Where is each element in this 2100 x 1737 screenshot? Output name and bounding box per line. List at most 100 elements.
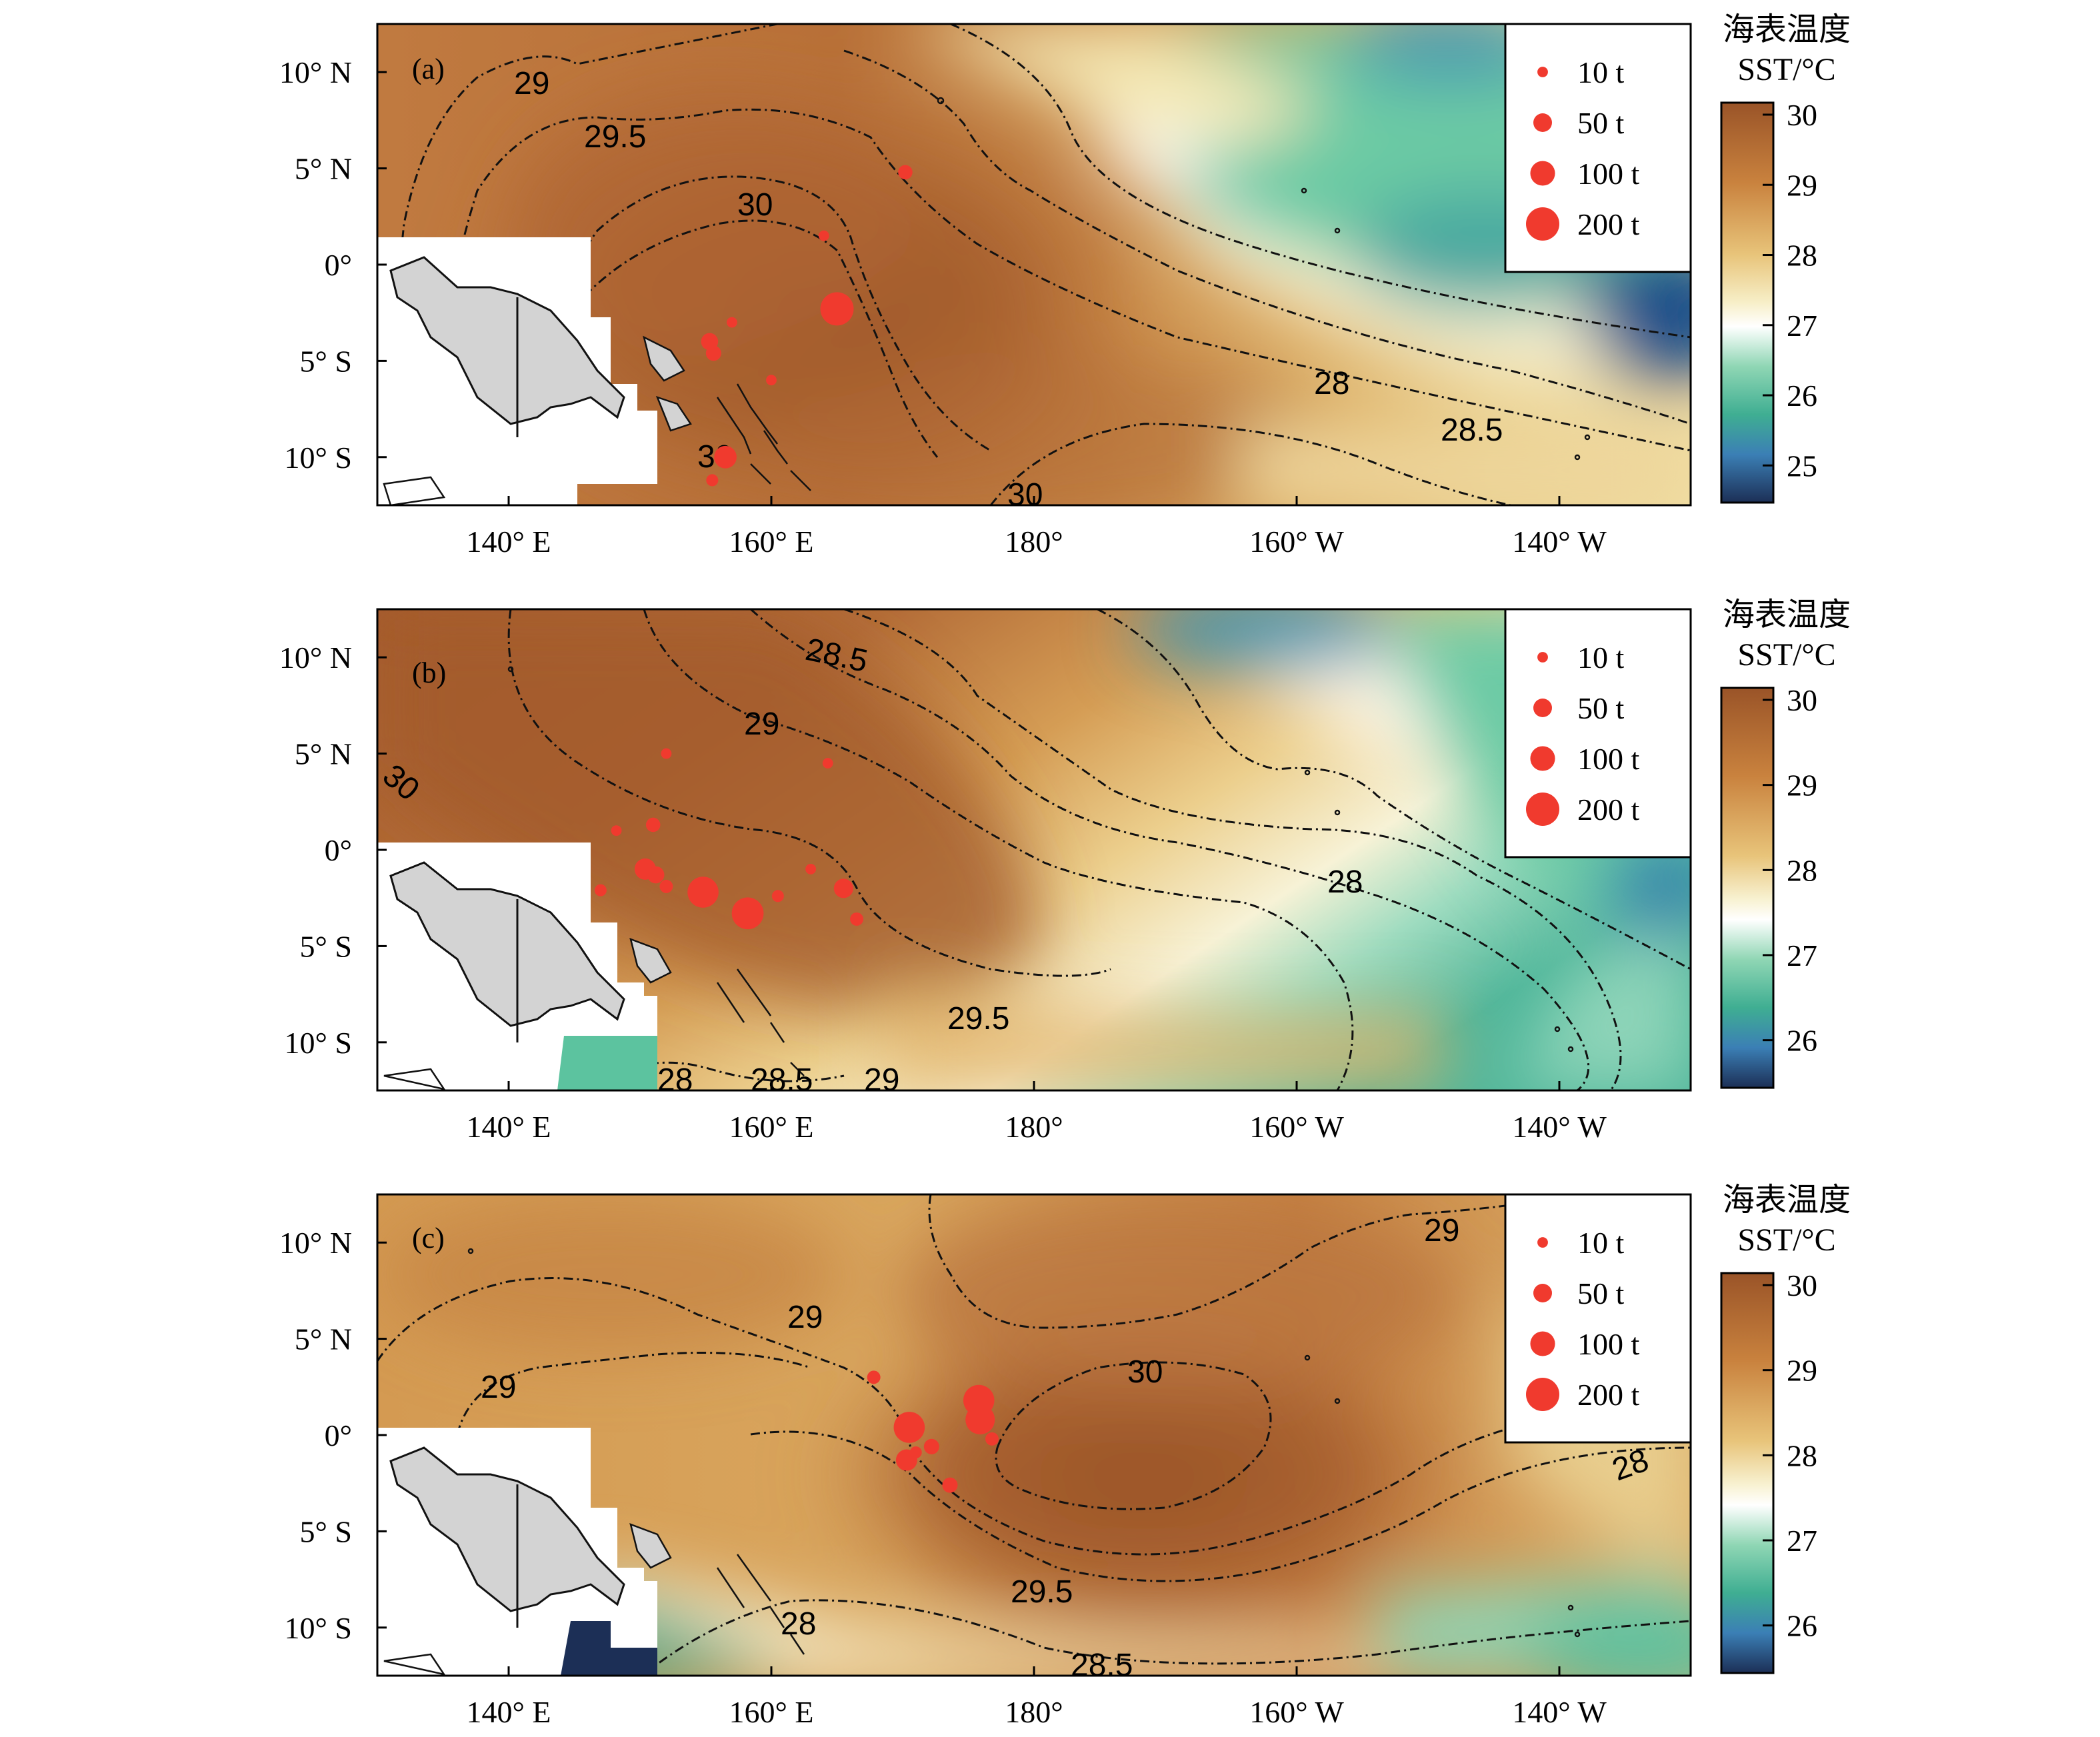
catch-point: [661, 748, 672, 759]
contour-label: 29.5: [584, 119, 646, 155]
y-tick-label: 5° S: [300, 1514, 352, 1548]
catch-point: [714, 445, 737, 469]
y-tick-label: 5° N: [295, 1322, 352, 1356]
colorbar-tick-label: 29: [1787, 1354, 1817, 1388]
contour-label: 28.5: [1441, 413, 1503, 448]
contour-label: 28: [781, 1606, 816, 1642]
x-tick-label: 160° W: [1249, 1695, 1344, 1729]
contour-label: 28: [1327, 865, 1363, 900]
catch-point: [659, 879, 673, 893]
legend-label: 10 t: [1577, 641, 1625, 675]
catch-point: [818, 230, 829, 241]
x-tick-label: 140° W: [1512, 525, 1607, 559]
y-tick-label: 0°: [325, 248, 352, 282]
contour-label: 29: [514, 66, 549, 101]
panel-c-land: [377, 1428, 672, 1676]
x-tick-label: 140° E: [467, 1695, 551, 1729]
colorbar-tick-label: 29: [1787, 168, 1817, 202]
catch-point: [805, 863, 817, 874]
legend-label: 50 t: [1577, 691, 1625, 725]
legend-marker: [1530, 1331, 1555, 1356]
x-tick-label: 140° E: [467, 1110, 551, 1144]
panel-b-land: [377, 843, 672, 1090]
colorbar-title-en: SST/°C: [1737, 637, 1835, 673]
colorbar-tick-label: 26: [1787, 1024, 1817, 1058]
contour-label: 29.5: [947, 1001, 1009, 1036]
legend-marker: [1530, 746, 1555, 771]
legend-marker: [1537, 652, 1548, 663]
legend-label: 100 t: [1577, 157, 1640, 191]
x-tick-label: 140° W: [1512, 1110, 1607, 1144]
panel-a-catch-points: [701, 165, 913, 487]
legend-label: 200 t: [1577, 1378, 1640, 1412]
y-tick-label: 5° N: [295, 737, 352, 771]
catch-point: [923, 1438, 939, 1454]
panel-a-islands: [716, 97, 1591, 491]
x-tick-label: 160° W: [1249, 525, 1344, 559]
x-tick-label: 180°: [1005, 525, 1063, 559]
contour-label: 29.5: [1011, 1574, 1073, 1610]
catch-point: [850, 912, 864, 926]
colorbar-title-cn: 海表温度: [1723, 12, 1851, 47]
catch-point: [706, 474, 719, 487]
legend-label: 100 t: [1577, 742, 1640, 776]
catch-point: [645, 817, 661, 833]
colorbar-title-en: SST/°C: [1737, 1222, 1835, 1258]
legend-marker: [1526, 1378, 1559, 1411]
y-tick-label: 0°: [325, 1418, 352, 1452]
catch-point: [965, 1404, 995, 1434]
y-tick-label: 10° N: [279, 55, 352, 89]
legend-marker: [1533, 699, 1552, 717]
legend-label: 10 t: [1577, 1226, 1625, 1260]
y-tick-label: 5° S: [300, 344, 352, 378]
catch-point: [822, 758, 833, 769]
x-tick-label: 160° E: [729, 525, 814, 559]
x-tick-label: 140° E: [467, 525, 551, 559]
colorbar-tick-label: 30: [1787, 683, 1817, 717]
colorbar-tick-label: 25: [1787, 449, 1817, 483]
panel-c: 29 29 29 30 29.5 28 28.5 28 (c): [376, 1193, 1692, 1677]
panel-b-catch-points: [594, 748, 864, 930]
contour-label: 30: [1127, 1354, 1163, 1390]
x-tick-label: 160° E: [729, 1695, 814, 1729]
colorbar-tick-label: 28: [1787, 853, 1817, 887]
colorbar-tick-label: 28: [1787, 239, 1817, 273]
catch-point: [867, 1370, 881, 1384]
colorbar-tick-label: 30: [1787, 98, 1817, 132]
figure-overlays: 140° E 160° E 180° 160° W 140° W 10° N 5° N 0° 5…: [279, 12, 1851, 1729]
contour-label: 30: [737, 187, 773, 223]
catch-point: [898, 165, 913, 180]
legend-marker: [1533, 1284, 1552, 1302]
panel-label: (a): [412, 53, 445, 85]
catch-point: [731, 897, 764, 930]
catch-point: [771, 890, 784, 902]
y-tick-label: 10° S: [285, 441, 352, 475]
catch-point: [705, 345, 721, 361]
x-tick-label: 180°: [1005, 1695, 1063, 1729]
catch-point: [893, 1412, 925, 1443]
catch-point: [766, 375, 777, 386]
legend-marker: [1537, 67, 1548, 77]
y-tick-label: 10° N: [279, 1226, 352, 1260]
legend-label: 200 t: [1577, 207, 1640, 241]
colorbar-tick-label: 29: [1787, 769, 1817, 803]
contour-label: 29: [481, 1370, 516, 1405]
panel-c-map: 29 29 29 30 29.5 28 28.5 28 (c): [377, 1194, 1691, 1676]
legend-marker: [1526, 793, 1559, 826]
legend-marker: [1533, 113, 1552, 132]
y-tick-label: 5° N: [295, 152, 352, 186]
legend-marker: [1526, 207, 1559, 241]
catch-point: [942, 1477, 958, 1493]
colorbar-tick-label: 27: [1787, 938, 1817, 972]
contour-label: 28.5: [751, 1062, 813, 1098]
colorbar-title-cn: 海表温度: [1723, 1182, 1851, 1218]
catch-point: [820, 292, 854, 326]
catch-point: [909, 1446, 922, 1459]
colorbar-tick-label: 26: [1787, 379, 1817, 413]
panel-label: (c): [412, 1222, 445, 1254]
contour-label: 29: [744, 707, 779, 742]
legend-label: 10 t: [1577, 55, 1625, 89]
x-tick-label: 160° W: [1249, 1110, 1344, 1144]
y-tick-label: 10° S: [285, 1026, 352, 1060]
catch-point: [985, 1432, 999, 1446]
